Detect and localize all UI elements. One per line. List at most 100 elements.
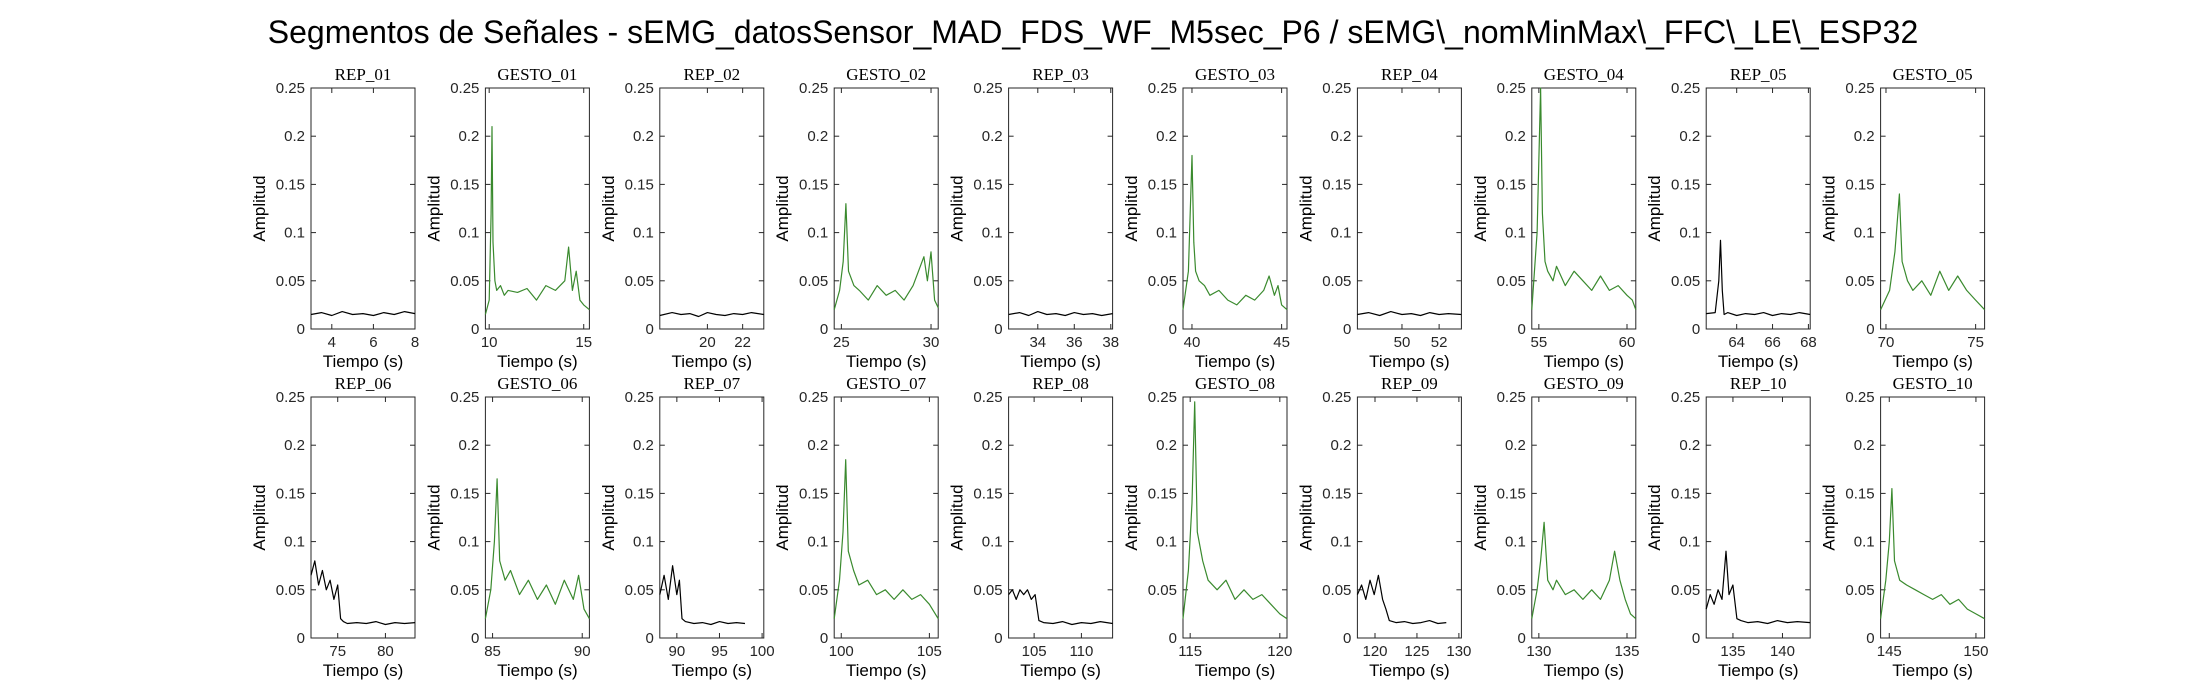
y-tick-label: 0.1 [982,225,1003,242]
y-tick-label: 0.2 [1505,437,1526,454]
y-tick-label: 0.1 [633,534,654,551]
signal-trace [1008,311,1113,317]
plot-frame [1880,396,1986,639]
x-tick-label: 120 [1267,643,1292,660]
y-tick-label: 0.15 [1322,176,1351,193]
subplot-title: GESTO_10 [1893,374,1973,393]
y-tick-label: 0.25 [1148,389,1177,406]
y-tick-label: 0.2 [807,437,828,454]
signal-trace [1357,311,1462,317]
x-tick-label: 15 [575,334,592,351]
y-tick-label: 0.25 [450,389,479,406]
subplot-title: REP_09 [1381,374,1438,393]
y-tick-label: 0.05 [276,273,305,290]
y-tick-label: 0 [1517,630,1525,647]
subplot-title: GESTO_06 [497,374,577,393]
y-axis-label: Amplitud [599,175,618,241]
x-axis-label: Tiempo (s) [1718,661,1799,680]
y-tick-label: 0.25 [799,389,828,406]
y-tick-label: 0.05 [973,582,1002,599]
y-axis-label: Amplitud [1645,484,1664,550]
x-axis-label: Tiempo (s) [846,661,927,680]
x-tick-label: 125 [1404,643,1429,660]
subplot-title: GESTO_05 [1893,65,1973,84]
y-tick-label: 0.25 [1497,80,1526,97]
y-tick-label: 0.05 [1322,582,1351,599]
x-axis-label: Tiempo (s) [1718,352,1799,371]
y-tick-label: 0.1 [1854,225,1875,242]
y-tick-label: 0.2 [284,437,305,454]
y-tick-label: 0.25 [625,389,654,406]
y-tick-label: 0.25 [973,80,1002,97]
subplot-gesto-10: GESTO_10 0 0.05 0.1 0.15 0.2 0.25 145 150Tiempo … [1820,374,1989,680]
y-tick-label: 0 [297,630,305,647]
y-tick-label: 0.1 [1679,225,1700,242]
y-tick-label: 0.2 [982,437,1003,454]
figure-title: Segmentos de Señales - sEMG_datosSensor_… [268,14,1918,50]
plot-frame [1008,87,1114,330]
x-tick-label: 85 [484,643,501,660]
x-axis-label: Tiempo (s) [1195,352,1276,371]
y-tick-label: 0 [1169,630,1177,647]
signal-trace [833,203,939,310]
y-tick-label: 0.15 [450,176,479,193]
x-axis-label: Tiempo (s) [1543,352,1624,371]
x-tick-label: 105 [1022,643,1047,660]
y-tick-label: 0.1 [1505,225,1526,242]
signal-trace [1008,589,1113,626]
y-tick-label: 0.05 [1845,273,1874,290]
y-tick-label: 0 [1517,321,1525,338]
y-tick-label: 0.15 [973,485,1002,502]
x-tick-label: 130 [1526,643,1551,660]
subplot-title: GESTO_07 [846,374,926,393]
subplot-title: GESTO_04 [1544,65,1624,84]
y-axis-label: Amplitud [773,175,792,241]
x-tick-label: 130 [1446,643,1471,660]
subplot-title: REP_03 [1032,65,1089,84]
x-tick-label: 45 [1273,334,1290,351]
y-tick-label: 0.25 [799,80,828,97]
x-axis-label: Tiempo (s) [1892,661,1973,680]
y-tick-label: 0.1 [807,534,828,551]
y-tick-label: 0.25 [1322,389,1351,406]
subplot-rep-09: REP_09 0 0.05 0.1 0.15 0.2 0.25 120 125 130Tiempo… [1296,374,1471,680]
subplot-title: GESTO_08 [1195,374,1275,393]
plot-frame [1705,87,1811,330]
y-tick-label: 0.05 [1148,273,1177,290]
x-tick-label: 4 [328,334,336,351]
y-tick-label: 0.25 [276,80,305,97]
y-tick-label: 0.2 [1679,437,1700,454]
y-tick-label: 0.2 [807,128,828,145]
y-tick-label: 0.25 [1671,389,1700,406]
plot-frame [1182,87,1288,330]
signal-trace [310,311,416,317]
y-tick-label: 0 [994,321,1002,338]
signal-trace [1531,521,1637,620]
x-tick-label: 8 [411,334,419,351]
y-tick-label: 0.05 [625,273,654,290]
plot-frame [1705,396,1811,639]
x-axis-label: Tiempo (s) [1369,661,1450,680]
y-tick-label: 0 [1866,630,1874,647]
x-tick-label: 145 [1877,643,1902,660]
y-axis-label: Amplitud [1820,175,1839,241]
y-tick-label: 0.15 [1845,485,1874,502]
x-tick-label: 120 [1362,643,1387,660]
x-tick-label: 140 [1770,643,1795,660]
subplot-title: REP_04 [1381,65,1438,84]
x-tick-label: 135 [1614,643,1639,660]
subplot-title: REP_06 [335,374,392,393]
y-tick-label: 0.05 [1845,582,1874,599]
y-tick-label: 0.2 [1156,437,1177,454]
x-tick-label: 100 [829,643,854,660]
y-tick-label: 0.15 [1671,485,1700,502]
y-tick-label: 0 [1343,630,1351,647]
subplot-gesto-07: GESTO_07 0 0.05 0.1 0.15 0.2 0.25 100 105Tiempo … [773,374,942,680]
y-tick-label: 0.15 [1497,176,1526,193]
plot-frame [1356,396,1462,639]
y-tick-label: 0.15 [973,176,1002,193]
signal-trace [1356,574,1447,625]
y-tick-label: 0.1 [1505,534,1526,551]
